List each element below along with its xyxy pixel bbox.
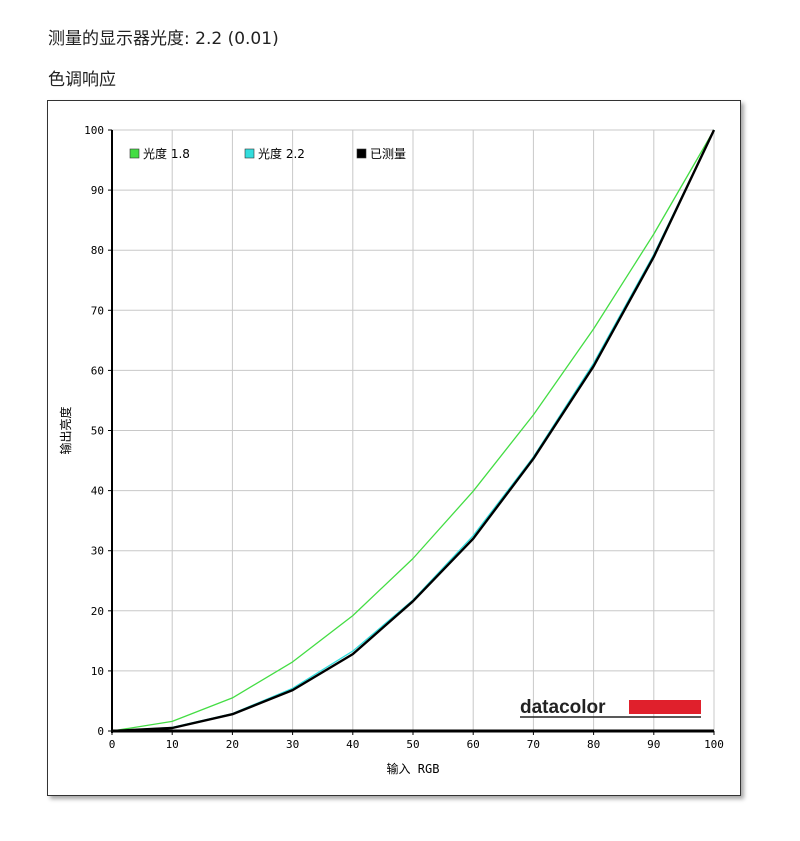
series-line-3: [111, 129, 716, 733]
x-tick-label: 50: [406, 738, 419, 751]
y-tick-label: 30: [91, 545, 104, 558]
series-line-1: [111, 129, 715, 732]
datacolor-logo: datacolor: [520, 697, 701, 718]
logo-red-bar: [629, 700, 701, 714]
legend-label: 光度 2.2: [258, 146, 305, 161]
chart-frame: [47, 100, 741, 796]
x-tick-label: 10: [166, 738, 179, 751]
measured-gamma-label: 测量的显示器光度:: [48, 29, 190, 49]
y-tick-label: 90: [91, 184, 104, 197]
y-axis-label: 输出亮度: [58, 406, 73, 454]
y-tick-label: 60: [91, 364, 104, 377]
legend-swatch: [244, 148, 255, 159]
y-tick-label: 50: [91, 425, 104, 438]
y-tick-label: 10: [91, 665, 104, 678]
tone-response-heading: 色调响应: [48, 70, 116, 90]
y-tick-label: 80: [91, 244, 104, 257]
legend: 光度 1.8 光度 2.2 已测量: [129, 146, 406, 161]
measured-gamma-heading: 测量的显示器光度: 2.2 (0.01): [48, 24, 279, 49]
x-tick-label: 40: [346, 738, 359, 751]
x-tick-label: 80: [587, 738, 600, 751]
x-axis-label: 输入 RGB: [387, 761, 440, 776]
x-tick-label: 0: [109, 738, 116, 751]
logo-text: datacolor: [520, 697, 606, 718]
y-tick-label: 20: [91, 605, 104, 618]
y-tick-label: 100: [84, 124, 104, 137]
x-tick-label: 60: [467, 738, 480, 751]
y-tick-label: 40: [91, 485, 104, 498]
legend-swatch: [129, 148, 140, 159]
legend-label: 已测量: [370, 147, 406, 161]
x-tick-label: 90: [647, 738, 660, 751]
legend-label: 光度 1.8: [143, 146, 190, 161]
y-tick-label: 70: [91, 304, 104, 317]
x-tick-label: 30: [286, 738, 299, 751]
x-tick-label: 70: [527, 738, 540, 751]
grid-lines: [112, 129, 715, 731]
legend-swatch: [356, 148, 367, 159]
x-tick-label: 20: [226, 738, 239, 751]
y-tick-label: 0: [97, 725, 104, 738]
series-layer: [111, 129, 716, 733]
x-tick-label: 100: [704, 738, 724, 751]
tick-labels: 0 10 20 30 40 50 60 70 80 90 100 0 10 20 30 40 50 60 70 80 9…: [84, 124, 724, 751]
measured-gamma-value: 2.2 (0.01): [195, 29, 279, 49]
